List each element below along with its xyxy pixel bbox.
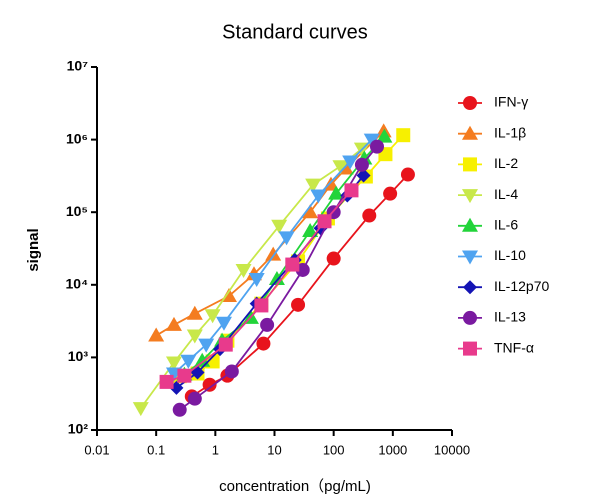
marker xyxy=(356,168,371,183)
marker xyxy=(198,338,215,353)
marker xyxy=(148,327,165,342)
marker xyxy=(224,364,239,379)
marker xyxy=(305,178,322,193)
marker xyxy=(354,157,369,172)
marker xyxy=(396,128,411,143)
marker xyxy=(400,167,415,182)
marker xyxy=(218,337,233,352)
series-line xyxy=(179,146,378,411)
legend-marker xyxy=(462,125,478,140)
marker xyxy=(328,185,345,200)
marker xyxy=(278,231,295,246)
y-tick-label: 10² xyxy=(68,421,89,437)
marker xyxy=(369,139,384,154)
y-axis-label: signal xyxy=(25,228,42,271)
marker xyxy=(332,160,349,175)
marker xyxy=(344,183,359,198)
marker xyxy=(268,271,285,286)
marker xyxy=(271,219,288,234)
x-tick-label: 0.01 xyxy=(84,442,109,457)
x-tick-label: 1000 xyxy=(378,442,407,457)
marker xyxy=(202,377,217,392)
legend-label: IL-12p70 xyxy=(494,278,549,294)
marker xyxy=(256,336,271,351)
legend-label: IL-1β xyxy=(494,124,526,140)
marker xyxy=(383,186,398,201)
y-tick-label: 10⁷ xyxy=(67,58,89,74)
y-tick-label: 10⁴ xyxy=(66,276,89,292)
legend-marker xyxy=(463,157,477,172)
legend-label: IL-13 xyxy=(494,309,526,325)
marker xyxy=(159,374,174,389)
legend-marker xyxy=(462,217,478,232)
marker xyxy=(186,305,203,320)
marker xyxy=(265,246,282,261)
y-tick-label: 10³ xyxy=(68,348,89,364)
marker xyxy=(187,391,202,406)
legend-marker xyxy=(462,250,478,265)
x-tick-label: 1 xyxy=(212,442,219,457)
marker xyxy=(180,354,197,369)
marker xyxy=(132,402,149,417)
legend-marker xyxy=(463,310,477,325)
series-line xyxy=(191,173,409,398)
legend-marker xyxy=(463,96,477,110)
marker xyxy=(165,316,182,331)
marker xyxy=(177,368,192,383)
legend-marker xyxy=(463,280,477,295)
x-axis-label: concentration（pg/mL) xyxy=(219,478,371,495)
marker xyxy=(215,316,232,331)
legend-marker xyxy=(462,189,478,204)
series-line xyxy=(155,130,385,337)
marker xyxy=(285,257,300,272)
x-tick-label: 0.1 xyxy=(147,442,165,457)
x-tick-label: 10000 xyxy=(434,442,470,457)
legend-marker xyxy=(463,341,477,356)
marker xyxy=(204,309,221,324)
marker xyxy=(310,189,327,204)
marker xyxy=(165,356,182,371)
marker xyxy=(376,128,393,143)
x-tick-label: 10 xyxy=(267,442,281,457)
legend-label: IL-4 xyxy=(494,186,518,202)
marker xyxy=(326,251,341,266)
marker xyxy=(302,223,319,238)
marker xyxy=(172,402,187,417)
marker xyxy=(248,273,265,288)
marker xyxy=(260,317,275,332)
chart-title: Standard curves xyxy=(222,21,368,43)
legend-label: IL-2 xyxy=(494,155,518,171)
marker xyxy=(302,204,319,219)
y-tick-label: 10⁵ xyxy=(66,203,88,219)
marker xyxy=(363,133,380,148)
marker xyxy=(362,208,377,223)
marker xyxy=(254,298,269,313)
legend-label: TNF-α xyxy=(494,339,534,355)
legend-label: IFN-γ xyxy=(494,94,528,110)
y-tick-label: 10⁶ xyxy=(66,130,88,146)
series-line xyxy=(183,135,386,376)
legend-label: IL-10 xyxy=(494,247,526,263)
marker xyxy=(342,155,359,170)
marker xyxy=(291,297,306,312)
series-line xyxy=(173,138,373,375)
marker xyxy=(235,263,252,278)
marker xyxy=(186,329,203,344)
legend-label: IL-6 xyxy=(494,217,518,233)
marker xyxy=(317,214,332,229)
x-tick-label: 100 xyxy=(323,442,345,457)
